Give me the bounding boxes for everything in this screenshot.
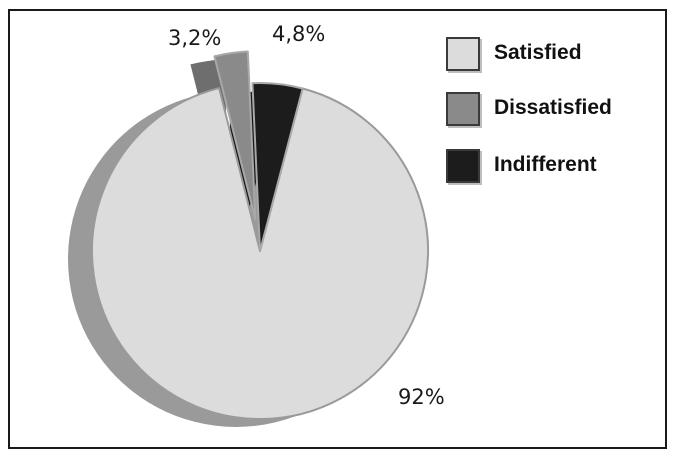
legend-label-indifferent: Indifferent <box>494 153 597 176</box>
pie-slice-dissatisfied <box>213 50 257 221</box>
legend-swatch-indifferent <box>446 149 480 183</box>
pie-label-dissatisfied: 3,2% <box>168 26 221 50</box>
legend-label-satisfied: Satisfied <box>494 41 582 64</box>
pie-slice-indifferent <box>251 82 304 252</box>
pie-label-layer: 92% 3,2% 4,8% <box>168 22 445 409</box>
pie-chart: 92% 3,2% 4,8% <box>68 22 445 427</box>
pie-label-satisfied: 92% <box>398 385 445 409</box>
pie-slice-layer <box>91 50 429 420</box>
pie-label-indifferent: 4,8% <box>272 22 325 46</box>
legend-swatch-dissatisfied <box>446 92 480 126</box>
pie-slice-satisfied <box>91 87 429 420</box>
legend-swatch-satisfied <box>446 37 480 71</box>
legend-label-dissatisfied: Dissatisfied <box>494 96 612 119</box>
chart-frame: 92% 3,2% 4,8% Satisfied Dissatisfied Indif… <box>8 9 667 449</box>
